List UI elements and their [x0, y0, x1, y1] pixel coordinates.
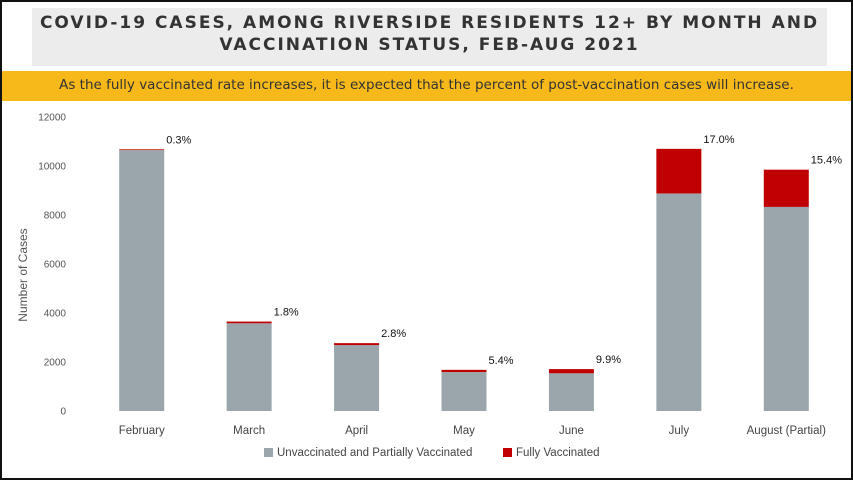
- x-category-label: May: [453, 425, 475, 437]
- bar-unvaccinated: [334, 345, 380, 411]
- data-labels: 0.3% 1.8% 2.8% 5.4% 9.9% 17.0% 15.4%: [166, 134, 842, 367]
- chart-title-line-2: VACCINATION STATUS, FEB-AUG 2021: [219, 35, 640, 55]
- y-tick-label: 4000: [44, 309, 67, 320]
- data-label: 15.4%: [811, 155, 842, 167]
- subtitle-text: As the fully vaccinated rate increases, …: [59, 77, 794, 93]
- y-tick-label: 6000: [44, 260, 67, 271]
- bar-unvaccinated: [548, 373, 594, 411]
- bar-fully-vaccinated: [441, 369, 487, 373]
- legend: Unvaccinated and Partially Vaccinated Ful…: [264, 447, 600, 459]
- bar-fully-vaccinated: [656, 148, 702, 194]
- bar-fully-vaccinated: [119, 149, 165, 151]
- y-tick-label: 12000: [38, 113, 66, 124]
- bar-fully-vaccinated: [548, 369, 594, 374]
- x-category-label: August (Partial): [747, 425, 826, 437]
- bars: [119, 148, 809, 411]
- legend-label: Fully Vaccinated: [516, 447, 600, 459]
- y-tick-label: 2000: [44, 358, 67, 369]
- y-tick-label: 0: [60, 407, 66, 418]
- x-category-label: March: [233, 425, 265, 437]
- legend-swatch-fully-vaccinated: [503, 448, 512, 457]
- data-label: 17.0%: [703, 134, 734, 146]
- subtitle-banner: As the fully vaccinated rate increases, …: [2, 71, 851, 101]
- x-axis-categories: February March April May June July August (Par…: [119, 425, 826, 437]
- y-axis: 0 2000 4000 6000 8000 10000 12000: [38, 113, 66, 418]
- x-category-label: July: [669, 425, 690, 437]
- y-tick-label: 8000: [44, 211, 67, 222]
- bar-unvaccinated: [441, 372, 487, 411]
- bar-unvaccinated: [226, 323, 272, 411]
- bar-unvaccinated: [656, 193, 702, 411]
- data-label: 5.4%: [489, 355, 514, 367]
- x-category-label: February: [119, 425, 165, 437]
- chart-title-line-1: COVID-19 CASES, AMONG RIVERSIDE RESIDENT…: [39, 13, 820, 33]
- bar-unvaccinated: [763, 206, 809, 411]
- bar-fully-vaccinated: [226, 321, 272, 324]
- y-tick-label: 10000: [38, 162, 66, 173]
- legend-swatch-unvaccinated: [264, 448, 273, 457]
- data-label: 1.8%: [274, 307, 299, 319]
- data-label: 9.9%: [596, 354, 621, 366]
- x-category-label: June: [559, 425, 584, 437]
- bar-fully-vaccinated: [763, 169, 809, 207]
- data-label: 0.3%: [166, 134, 191, 146]
- data-label: 2.8%: [381, 328, 406, 340]
- bar-unvaccinated: [119, 150, 165, 411]
- x-category-label: April: [345, 425, 368, 437]
- bar-fully-vaccinated: [334, 343, 380, 346]
- y-axis-label: Number of Cases: [16, 228, 30, 321]
- legend-label: Unvaccinated and Partially Vaccinated: [277, 447, 472, 459]
- title-box: COVID-19 CASES, AMONG RIVERSIDE RESIDENT…: [32, 8, 827, 66]
